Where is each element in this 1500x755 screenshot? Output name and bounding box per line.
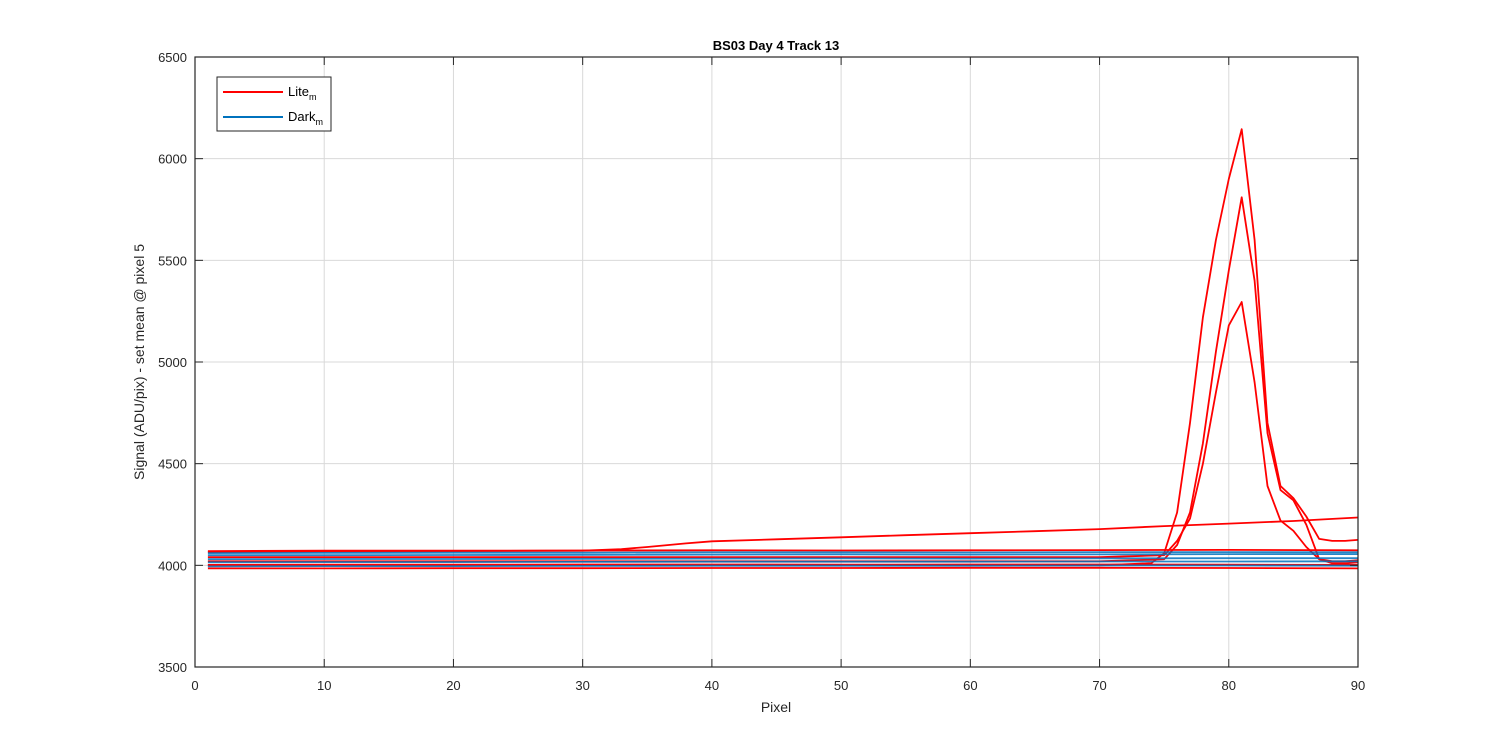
x-tick-label: 90 [1351,678,1365,693]
y-tick-label: 4500 [158,457,187,472]
x-tick-label: 20 [446,678,460,693]
series-line-dark [208,561,1358,562]
series-line-dark [208,554,1358,555]
y-axis-label: Signal (ADU/pix) - set mean @ pixel 5 [131,244,147,480]
series-line-dark [208,552,1358,553]
y-tick-label: 3500 [158,660,187,675]
legend: Litem Darkm [217,77,331,131]
y-tick-label: 4000 [158,558,187,573]
x-tick-label: 50 [834,678,848,693]
y-tick-label: 6000 [158,152,187,167]
x-tick-label: 80 [1222,678,1236,693]
x-tick-label: 30 [575,678,589,693]
y-tick-label: 5000 [158,355,187,370]
y-tick-label: 6500 [158,50,187,65]
x-axis-label: Pixel [761,699,791,715]
x-tick-label: 70 [1092,678,1106,693]
series-line-dark [208,558,1358,559]
y-tick-label: 5500 [158,253,187,268]
x-tick-label: 0 [191,678,198,693]
x-tick-label: 40 [705,678,719,693]
chart-title: BS03 Day 4 Track 13 [713,38,839,53]
series-line-dark [208,566,1358,567]
x-tick-label: 60 [963,678,977,693]
x-tick-label: 10 [317,678,331,693]
series-line-lite [208,568,1358,569]
